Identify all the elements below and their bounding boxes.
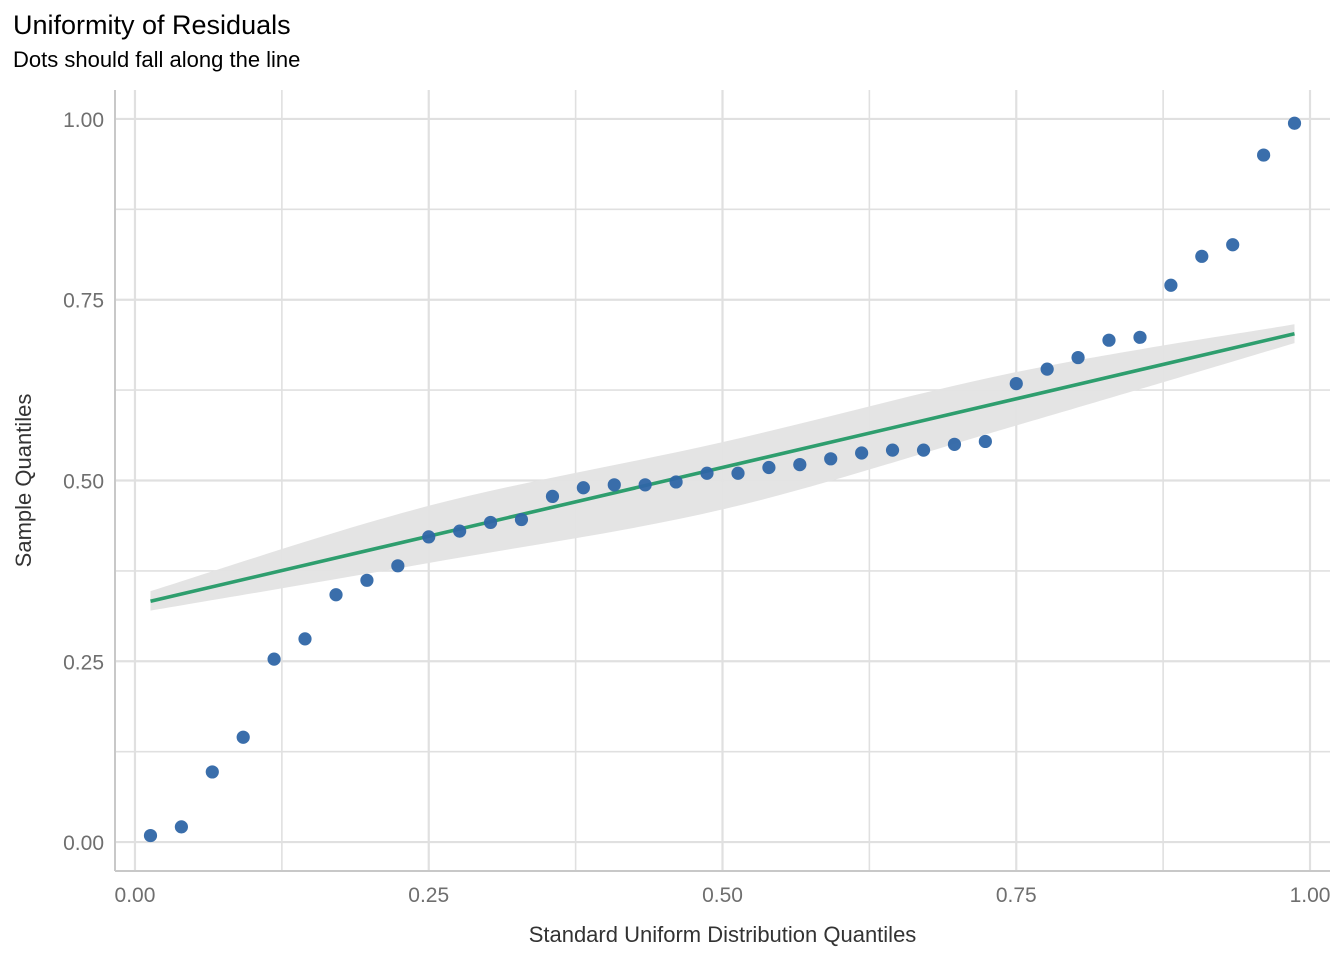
data-point — [916, 443, 931, 457]
data-point — [978, 434, 992, 449]
y-tick-label: 1.00 — [63, 109, 104, 132]
data-point — [1226, 238, 1240, 252]
data-point — [545, 489, 560, 504]
data-point — [236, 730, 250, 744]
data-point — [1071, 350, 1085, 365]
reference-line — [150, 331, 1295, 604]
data-point — [1287, 116, 1302, 130]
data-point — [360, 573, 374, 587]
x-tick-label: 1.00 — [1290, 884, 1331, 907]
x-tick-label: 0.00 — [115, 884, 156, 907]
data-point — [453, 524, 467, 538]
data-point — [267, 652, 281, 666]
x-axis-title: Standard Uniform Distribution Quantiles — [529, 922, 917, 947]
y-tick-label: 0.25 — [63, 651, 104, 674]
data-point — [793, 457, 807, 472]
y-tick-label: 0.00 — [63, 832, 104, 855]
data-point — [885, 443, 900, 457]
data-point — [1040, 362, 1054, 376]
x-tick-label: 0.25 — [408, 884, 449, 907]
data-point — [1009, 376, 1023, 391]
data-point — [174, 820, 188, 834]
y-tick-label: 0.50 — [63, 471, 104, 494]
x-tick-label: 0.75 — [996, 884, 1037, 907]
y-tick-label: 0.75 — [63, 290, 104, 313]
chart-subtitle: Dots should fall along the line — [13, 47, 301, 72]
data-point — [205, 765, 219, 779]
data-point — [143, 828, 158, 843]
data-point — [607, 478, 621, 492]
data-point — [669, 475, 683, 489]
data-point — [1195, 249, 1209, 263]
data-points — [143, 116, 1302, 843]
data-point — [514, 512, 529, 527]
x-tick-labels: 0.00 0.25 0.50 0.75 1.00 — [115, 884, 1331, 907]
data-point — [483, 515, 498, 530]
data-point — [731, 466, 745, 480]
y-axis-title: Sample Quantiles — [11, 394, 36, 568]
data-point — [855, 446, 869, 460]
reference-line-layer — [150, 331, 1295, 604]
data-point — [700, 466, 714, 480]
data-point — [947, 437, 962, 451]
data-point — [1102, 333, 1116, 347]
data-point — [762, 460, 776, 475]
data-point — [329, 588, 343, 602]
data-point — [298, 632, 312, 646]
data-point — [422, 530, 436, 544]
y-tick-labels: 0.00 0.25 0.50 0.75 1.00 — [63, 109, 104, 855]
axes — [114, 90, 1330, 872]
data-point — [638, 478, 652, 492]
data-point — [824, 452, 838, 466]
x-tick-label: 0.50 — [702, 884, 743, 907]
data-point — [1164, 278, 1178, 292]
data-point — [391, 559, 405, 573]
data-point — [576, 481, 590, 495]
data-point — [1257, 148, 1271, 162]
data-point — [1133, 330, 1147, 344]
chart-title: Uniformity of Residuals — [13, 10, 291, 40]
